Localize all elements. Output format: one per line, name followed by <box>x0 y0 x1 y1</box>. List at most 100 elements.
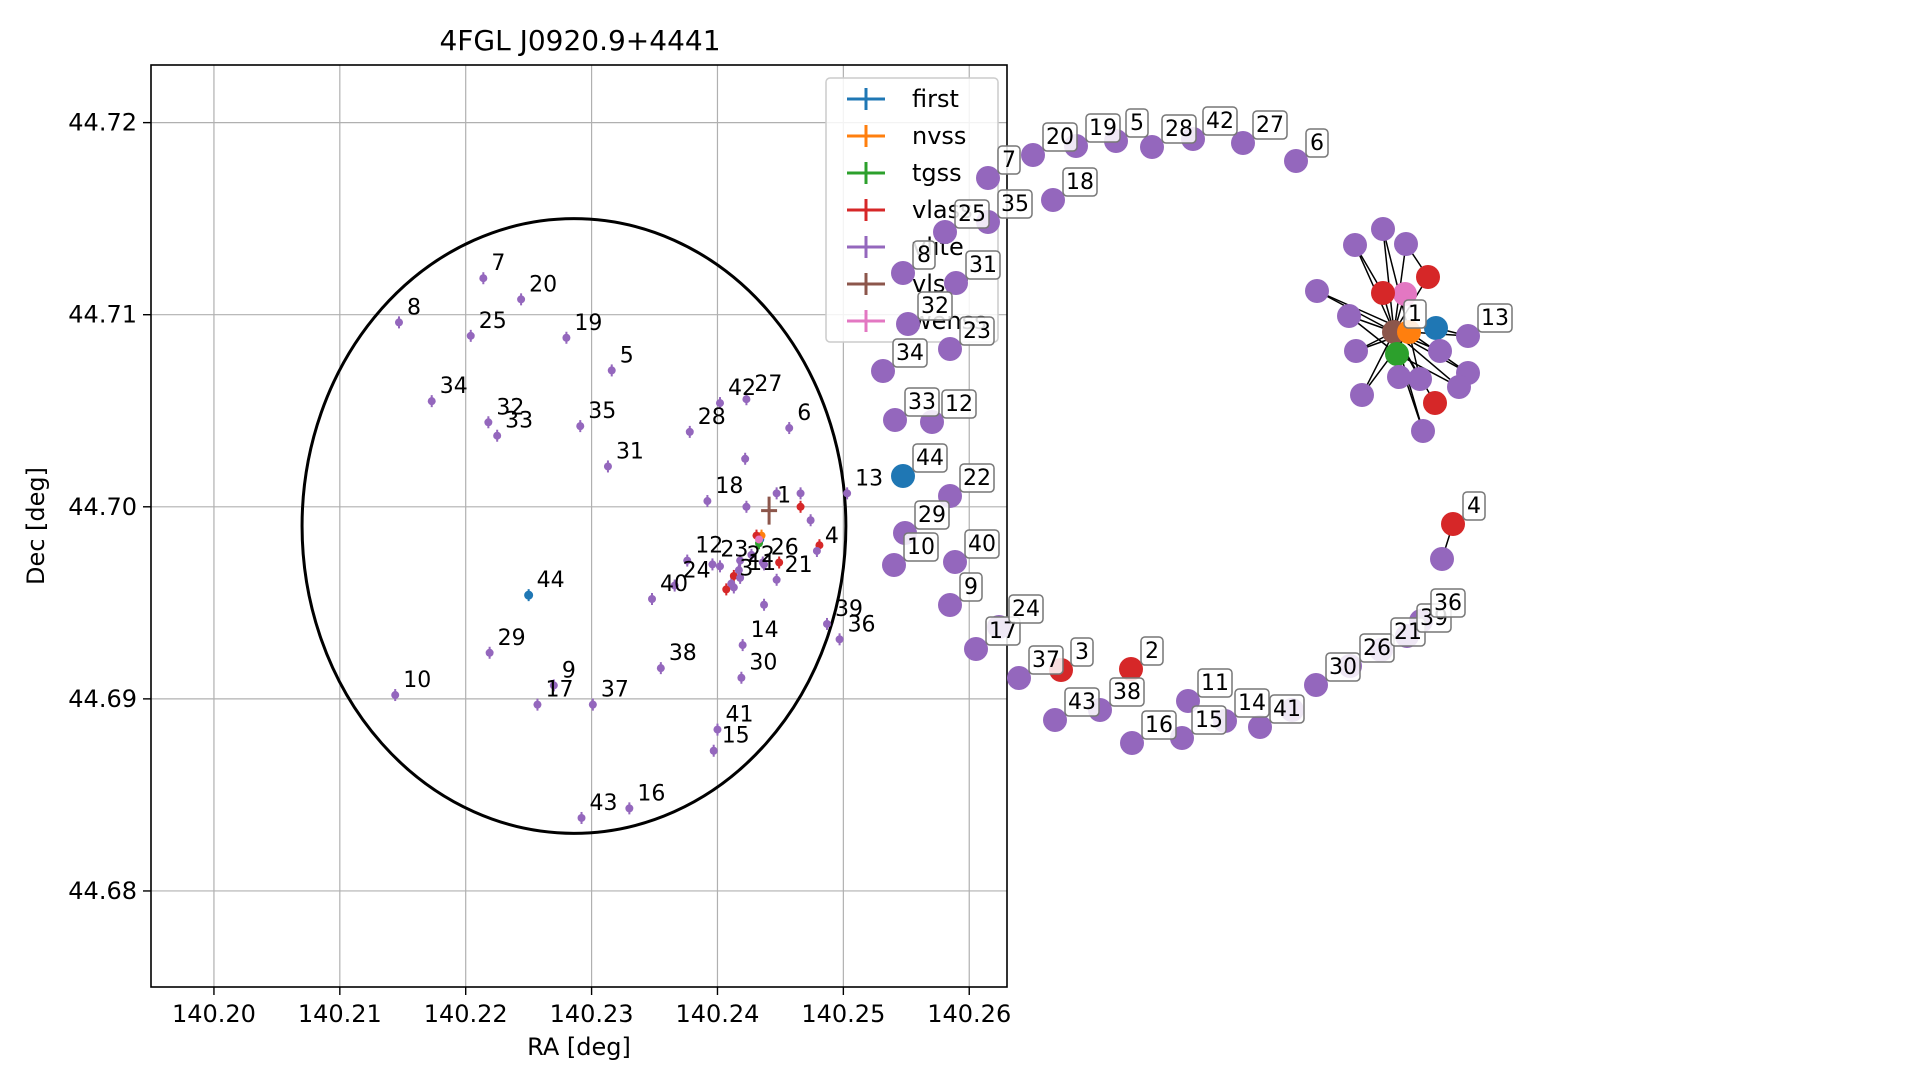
point-label: 12 <box>695 534 723 559</box>
x-tick-label: 140.22 <box>424 1000 508 1028</box>
point-label: 22 <box>747 543 775 568</box>
node-label: 10 <box>907 535 935 560</box>
legend-label-nvss: nvss <box>912 122 966 150</box>
node-label-box <box>1070 637 1094 667</box>
node-label-box <box>912 443 948 473</box>
point-label: 6 <box>797 401 811 426</box>
node-label: 44 <box>916 446 944 471</box>
node-label: 33 <box>908 390 936 415</box>
point-label: 42 <box>728 376 756 401</box>
node-label-box <box>997 189 1033 219</box>
point-label: 5 <box>620 343 634 368</box>
network-node-vlite <box>1120 731 1144 755</box>
point-vlass <box>729 571 738 580</box>
node-label-box <box>959 463 995 493</box>
x-axis-ticks: 140.20 140.21 140.22 140.23 140.24 140.25 140.… <box>172 987 1011 1028</box>
network-node-vlite <box>1387 365 1411 389</box>
point-vlass <box>722 585 731 594</box>
point-label: 37 <box>601 678 629 703</box>
node-label-box <box>904 387 940 417</box>
point-label: 10 <box>403 668 431 693</box>
point-vlite <box>806 516 815 525</box>
node-label: 40 <box>968 532 996 557</box>
point-vlite <box>772 489 781 498</box>
point-vlite <box>603 462 612 471</box>
point-label: 38 <box>669 641 697 666</box>
x-tick-label: 140.23 <box>550 1000 634 1028</box>
point-label: 18 <box>715 474 743 499</box>
point-label: 21 <box>785 553 813 578</box>
point-vlite <box>391 691 400 700</box>
node-label: 1 <box>1408 302 1422 327</box>
y-tick-label: 44.70 <box>68 493 137 521</box>
legend-label-first: first <box>912 85 959 113</box>
x-tick-label: 140.24 <box>675 1000 759 1028</box>
point-label: 14 <box>751 618 779 643</box>
point-vlite <box>715 399 724 408</box>
network-node-vlite <box>1394 232 1418 256</box>
point-label: 30 <box>749 651 777 676</box>
node-label: 25 <box>958 202 986 227</box>
point-vlite <box>703 497 712 506</box>
node-label: 4 <box>1467 494 1481 519</box>
point-vlite <box>736 556 745 565</box>
node-label-box <box>959 316 995 346</box>
point-label: 32 <box>496 395 524 420</box>
network-node-vlite <box>1350 383 1374 407</box>
point-vlite <box>738 641 747 650</box>
point-label: 39 <box>835 597 863 622</box>
node-label-box <box>1064 687 1100 717</box>
node-label-box <box>1202 106 1238 136</box>
network-edge <box>1361 331 1410 396</box>
scatter-panel: 4FGL J0920.9+4441 140.20 140.21 140.22 140.… <box>22 24 1011 1061</box>
node-label: 24 <box>1012 597 1040 622</box>
point-label: 35 <box>588 399 616 424</box>
point-label: 33 <box>505 409 533 434</box>
network-node-vlite <box>1428 339 1452 363</box>
point-label: 26 <box>771 535 799 560</box>
node-label-box <box>1269 694 1305 724</box>
point-label: 7 <box>491 251 505 276</box>
point-vlite <box>394 318 403 327</box>
point-first <box>524 590 534 600</box>
point-label: 25 <box>479 309 507 334</box>
node-label: 20 <box>1046 125 1074 150</box>
y-tick-label: 44.68 <box>68 877 137 905</box>
network-node-vlite <box>944 271 968 295</box>
point-label: 20 <box>529 272 557 297</box>
node-label-box <box>1197 668 1233 698</box>
node-label-box <box>1359 633 1395 663</box>
point-vlite <box>493 431 502 440</box>
node-label-box <box>954 199 990 229</box>
point-vlite <box>742 395 751 404</box>
node-label-box <box>1125 108 1149 138</box>
network-node-vlite <box>1337 304 1361 328</box>
point-vlite <box>796 489 805 498</box>
network-node-vlite <box>964 637 988 661</box>
node-label-box <box>964 529 1000 559</box>
point-vlite <box>835 635 844 644</box>
node-label: 19 <box>1089 116 1117 141</box>
node-label-box <box>1085 113 1121 143</box>
x-tick-label: 140.25 <box>801 1000 885 1028</box>
point-label: 29 <box>498 626 526 651</box>
node-label-box <box>1008 594 1044 624</box>
node-label-box <box>1252 110 1288 140</box>
node-label: 18 <box>1066 170 1094 195</box>
point-label: 11 <box>748 551 776 576</box>
node-label: 12 <box>945 392 973 417</box>
point-label: 34 <box>440 374 468 399</box>
point-vlite <box>772 575 781 584</box>
point-labels: 4413461828422731355192078253432331223222… <box>403 251 883 816</box>
node-label: 7 <box>1002 148 1016 173</box>
network-node-vlite <box>1411 419 1435 443</box>
node-label: 32 <box>921 294 949 319</box>
node-label-box <box>1403 299 1427 329</box>
network-node-vlass <box>1119 657 1143 681</box>
point-vlite <box>758 558 767 567</box>
node-label-box <box>1430 588 1466 618</box>
node-label-box <box>1140 636 1164 666</box>
point-vlite <box>683 556 692 565</box>
point-vlite <box>479 274 488 283</box>
point-vlite <box>741 454 750 463</box>
